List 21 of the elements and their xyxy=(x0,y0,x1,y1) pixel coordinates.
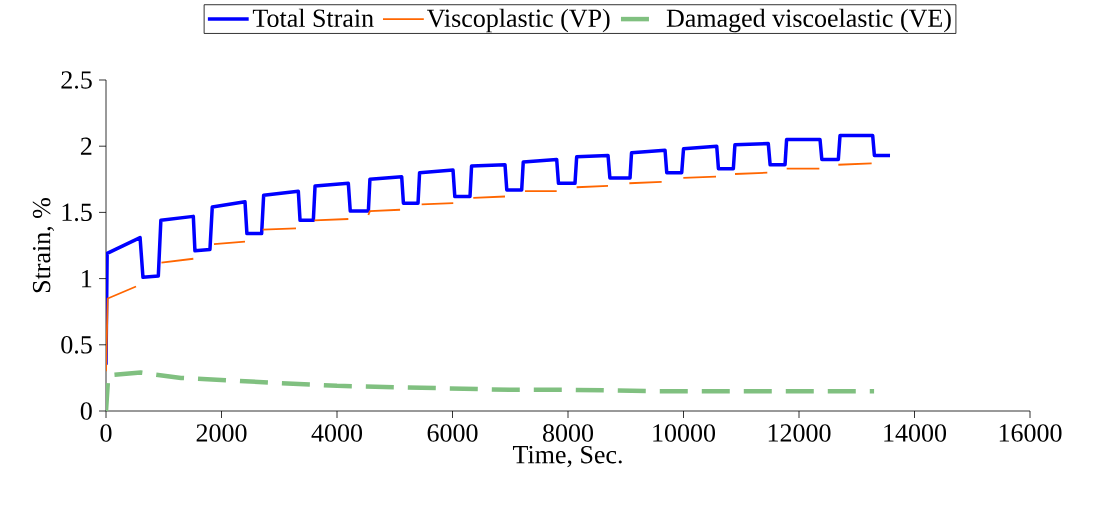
legend-label: Damaged viscoelastic (VE) xyxy=(666,8,951,33)
y-tick-label: 2 xyxy=(80,137,92,155)
y-tick-label: 2.5 xyxy=(61,71,92,89)
y-tick-label: 0 xyxy=(80,402,92,420)
y-axis-title: Strain, % xyxy=(32,198,55,293)
x-tick-label: 14000 xyxy=(884,424,947,442)
y-tick-label: 0.5 xyxy=(61,335,92,354)
y-tick-label: 1.5 xyxy=(62,203,92,222)
x-tick-label: 6000 xyxy=(427,424,478,442)
x-tick-label: 8000 xyxy=(542,424,594,442)
line-series xyxy=(106,133,892,367)
x-tick-label: 2000 xyxy=(196,424,247,442)
legend-label: Viscoplastic (VP) xyxy=(427,8,610,33)
x-tick-label: 4000 xyxy=(311,424,363,442)
x-tick-label: 0 xyxy=(100,424,112,442)
x-tick-label: 12000 xyxy=(768,424,831,442)
x-axis-title: Time, Sec. xyxy=(512,445,622,468)
x-tick-label: 10000 xyxy=(653,424,716,442)
legend-label: Total Strain xyxy=(252,8,374,28)
y-tick-label: 1 xyxy=(82,270,92,288)
x-tick-label: 16000 xyxy=(999,424,1062,442)
